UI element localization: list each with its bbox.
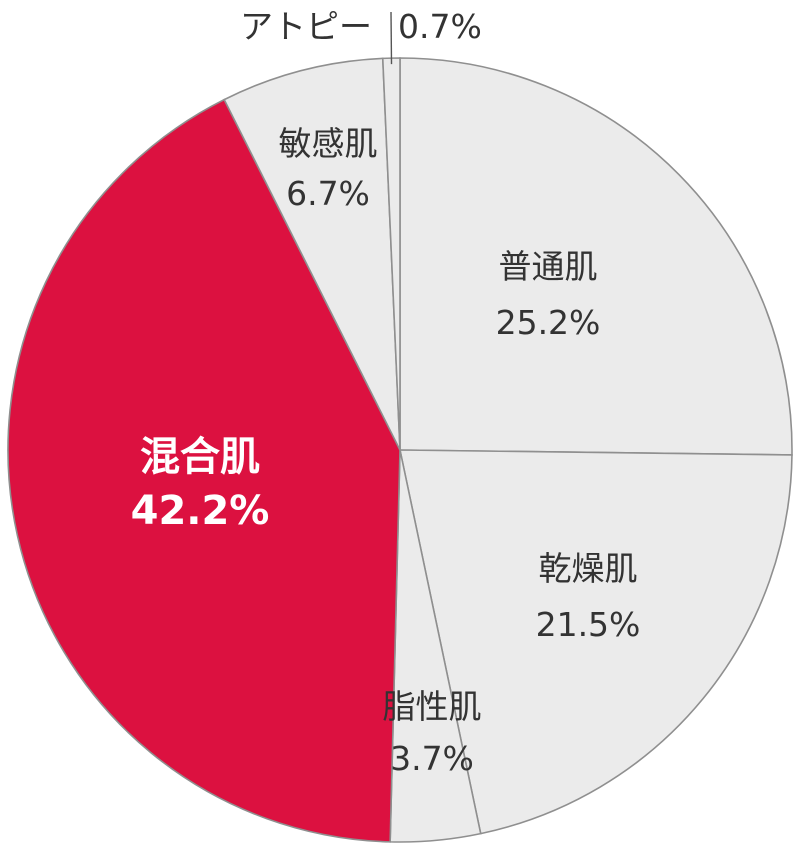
slice-value-sensitive: 6.7%	[286, 174, 370, 213]
slice-value-combination: 42.2%	[131, 488, 270, 534]
slice-label-atopy: アトピー	[240, 7, 372, 46]
slice-value-oily: 3.7%	[390, 739, 474, 778]
pie-slice-dry	[399, 449, 793, 835]
slice-label-normal: 普通肌	[499, 247, 598, 286]
pie-slice-sensitive	[223, 57, 401, 451]
pie-labels: 普通肌 25.2% 乾燥肌 21.5% 脂性肌 3.7% 混合肌 42.2% 敏感肌 6.7% アト…	[131, 7, 641, 778]
pie-slice-combination	[7, 98, 401, 843]
slice-value-normal: 25.2%	[496, 303, 601, 342]
slice-value-atopy: 0.7%	[398, 7, 482, 46]
leader-line-atopy	[390, 11, 393, 65]
pie-slices	[7, 57, 793, 843]
slice-label-sensitive: 敏感肌	[279, 124, 378, 163]
pie-slice-normal	[399, 57, 793, 456]
slice-label-combination: 混合肌	[140, 434, 260, 480]
slice-value-dry: 21.5%	[536, 605, 641, 644]
slice-label-oily: 脂性肌	[383, 687, 482, 726]
slice-label-dry: 乾燥肌	[539, 549, 638, 588]
